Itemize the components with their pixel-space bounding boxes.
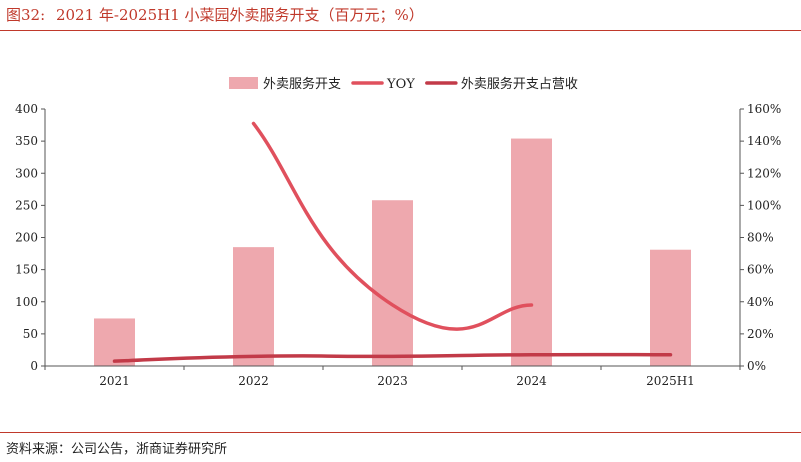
y-right-tick-label: 60% (747, 263, 774, 277)
axes: 0 50 100 150 200 250 300 350 400 0% 20% 40% 60% 80% 10… (15, 102, 781, 388)
y-left-tick-label: 200 (15, 231, 38, 245)
y-left-tick-label: 250 (15, 198, 38, 212)
y-right-tick-label: 140% (747, 134, 781, 148)
bar (94, 318, 135, 366)
y-right-tick-label: 100% (747, 198, 781, 212)
y-right-tick-label: 20% (747, 327, 774, 341)
y-right-tick-label: 160% (747, 102, 781, 116)
legend-swatch-bar (229, 77, 258, 89)
x-tick-label: 2022 (238, 374, 269, 388)
source-rule (0, 432, 801, 433)
x-tick-label: 2021 (99, 374, 130, 388)
bar-series (94, 138, 691, 366)
bar (372, 200, 413, 366)
chart: 外卖服务开支 YOY 外卖服务开支占营收 0 50 100 150 200 250 300 350… (15, 76, 781, 388)
y-left-tick-label: 300 (15, 166, 38, 180)
y-left-tick-label: 350 (15, 134, 38, 148)
title-rule (0, 30, 801, 31)
y-left-tick-label: 0 (30, 359, 38, 373)
figure-title-block: 图32: 2021 年-2025H1 小菜园外卖服务开支（百万元；%） (6, 4, 424, 25)
figure-title: 2021 年-2025H1 小菜园外卖服务开支（百万元；%） (55, 6, 424, 24)
x-tick-label: 2023 (377, 374, 408, 388)
legend-label: 外卖服务开支 (263, 76, 341, 92)
bar (650, 249, 691, 366)
y-right-tick-label: 80% (747, 231, 774, 245)
x-tick-label: 2025H1 (646, 374, 695, 388)
y-right-tick-label: 40% (747, 295, 774, 309)
line-series-1 (251, 121, 534, 331)
line-series (112, 121, 673, 363)
y-right-tick-label: 120% (747, 166, 781, 180)
legend-label: 外卖服务开支占营收 (461, 76, 578, 92)
y-left-tick-label: 50 (23, 327, 38, 341)
legend-label: YOY (386, 77, 415, 92)
bar (233, 247, 274, 366)
bar (511, 138, 552, 366)
y-left-tick-label: 150 (15, 263, 38, 277)
figure-number: 图32: (6, 6, 46, 24)
y-left-tick-label: 100 (15, 295, 38, 309)
y-left-tick-label: 400 (15, 102, 38, 116)
legend: 外卖服务开支 YOY 外卖服务开支占营收 (229, 76, 578, 92)
x-tick-label: 2024 (516, 374, 547, 388)
source-note: 资料来源：公司公告，浙商证券研究所 (6, 442, 228, 457)
y-right-tick-label: 0% (747, 359, 766, 373)
